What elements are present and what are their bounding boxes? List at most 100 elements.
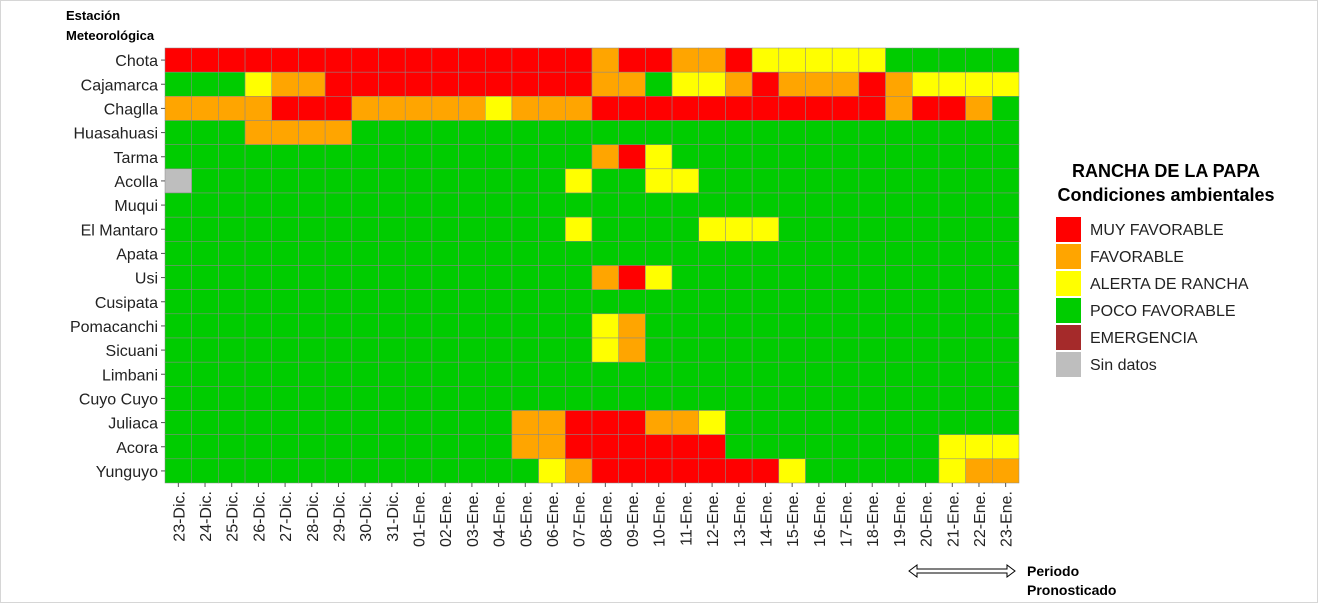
heatmap-cell bbox=[885, 386, 913, 411]
heatmap-cell bbox=[912, 144, 940, 170]
heatmap-cell bbox=[218, 410, 246, 435]
heatmap-cell bbox=[645, 96, 673, 121]
heatmap-cell bbox=[485, 168, 513, 194]
heatmap-cell bbox=[458, 144, 486, 170]
heatmap-cell bbox=[298, 313, 326, 339]
heatmap-cell bbox=[431, 386, 459, 411]
heatmap-cell bbox=[378, 168, 406, 194]
heatmap-cell bbox=[591, 216, 619, 242]
heatmap-cell bbox=[271, 313, 299, 339]
heatmap-cell bbox=[244, 192, 272, 218]
heatmap-cell bbox=[324, 120, 353, 145]
row-label: Cuyo Cuyo bbox=[79, 391, 158, 408]
heatmap-cell bbox=[591, 458, 619, 484]
heatmap-cell bbox=[912, 241, 940, 266]
heatmap-cell bbox=[858, 265, 886, 290]
heatmap-cell bbox=[831, 361, 860, 387]
heatmap-cell bbox=[485, 458, 513, 484]
legend-subtitle: Condiciones ambientales bbox=[1057, 185, 1274, 205]
heatmap-cell bbox=[858, 289, 886, 315]
heatmap-cell bbox=[725, 120, 753, 145]
heatmap-cell bbox=[378, 434, 406, 460]
heatmap-cell bbox=[698, 410, 726, 435]
heatmap-cell bbox=[751, 120, 780, 145]
column-label: 11-Ene. bbox=[678, 491, 695, 546]
heatmap-cell bbox=[858, 192, 886, 218]
heatmap-cell bbox=[565, 289, 593, 315]
heatmap-cell bbox=[618, 71, 646, 97]
heatmap-cell bbox=[431, 241, 459, 266]
heatmap-cell bbox=[538, 192, 566, 218]
heatmap-cell bbox=[164, 361, 192, 387]
heatmap-cell bbox=[244, 386, 272, 411]
heatmap-cell bbox=[618, 434, 646, 460]
heatmap-cell bbox=[538, 386, 566, 411]
heatmap-cell bbox=[458, 120, 486, 145]
heatmap-cell bbox=[218, 192, 246, 218]
heatmap-cell bbox=[618, 265, 646, 290]
heatmap-cell bbox=[938, 241, 966, 266]
heatmap-cell bbox=[805, 386, 833, 411]
heatmap-cell bbox=[538, 265, 566, 290]
heatmap-cell bbox=[404, 289, 433, 315]
heatmap-cell bbox=[458, 434, 486, 460]
column-label: 06-Ene. bbox=[545, 491, 562, 547]
heatmap-cell bbox=[992, 144, 1020, 170]
heatmap-cell bbox=[164, 410, 192, 435]
heatmap-cell bbox=[431, 120, 459, 145]
row-label: Juliaca bbox=[108, 416, 158, 433]
legend-title: RANCHA DE LA PAPA bbox=[1072, 161, 1260, 181]
heatmap-cell bbox=[698, 434, 726, 460]
heatmap-cell bbox=[751, 265, 780, 290]
column-label: 14-Ene. bbox=[758, 491, 775, 547]
heatmap-cell bbox=[912, 96, 940, 121]
heatmap-cell bbox=[511, 144, 539, 170]
heatmap-cell bbox=[938, 458, 966, 484]
heatmap-cell bbox=[298, 47, 326, 73]
heatmap-cell bbox=[992, 313, 1020, 339]
heatmap-cell bbox=[938, 144, 966, 170]
heatmap-cell bbox=[431, 361, 459, 387]
heatmap-cell bbox=[698, 47, 726, 73]
heatmap-cell bbox=[831, 168, 860, 194]
heatmap-cell bbox=[751, 144, 780, 170]
heatmap-cell bbox=[751, 289, 780, 315]
heatmap-cell bbox=[298, 216, 326, 242]
heatmap-cell bbox=[591, 241, 619, 266]
heatmap-cell bbox=[271, 337, 299, 363]
heatmap-cell bbox=[298, 192, 326, 218]
heatmap-cell bbox=[992, 216, 1020, 242]
heatmap-cell bbox=[992, 289, 1020, 315]
heatmap-cell bbox=[751, 458, 780, 484]
heatmap-cell bbox=[992, 47, 1020, 73]
row-label: Huasahuasi bbox=[74, 126, 159, 143]
heatmap-cell bbox=[778, 386, 806, 411]
heatmap-cell bbox=[858, 71, 886, 97]
heatmap-cell bbox=[191, 216, 219, 242]
heatmap-cell bbox=[805, 71, 833, 97]
heatmap-cell bbox=[992, 241, 1020, 266]
heatmap-cell bbox=[271, 458, 299, 484]
heatmap-cell bbox=[404, 71, 433, 97]
heatmap-cell bbox=[565, 96, 593, 121]
heatmap-cell bbox=[671, 265, 699, 290]
column-label: 04-Ene. bbox=[492, 491, 509, 547]
heatmap-cell bbox=[164, 120, 192, 145]
heatmap-cell bbox=[485, 337, 513, 363]
legend-label: EMERGENCIA bbox=[1090, 330, 1198, 347]
heatmap-cell bbox=[485, 192, 513, 218]
heatmap-cell bbox=[431, 47, 459, 73]
forecast-label-line-1: Periodo bbox=[1027, 563, 1080, 579]
heatmap-cell bbox=[485, 313, 513, 339]
heatmap-cell bbox=[565, 337, 593, 363]
heatmap-cell bbox=[912, 289, 940, 315]
heatmap-cell bbox=[511, 168, 539, 194]
heatmap-cell bbox=[912, 120, 940, 145]
heatmap-cell bbox=[805, 120, 833, 145]
heatmap-cell bbox=[485, 265, 513, 290]
heatmap-cell bbox=[778, 337, 806, 363]
heatmap-cell bbox=[378, 96, 406, 121]
column-label: 26-Dic. bbox=[251, 491, 268, 542]
heatmap-cell bbox=[725, 47, 753, 73]
heatmap-cell bbox=[244, 216, 272, 242]
